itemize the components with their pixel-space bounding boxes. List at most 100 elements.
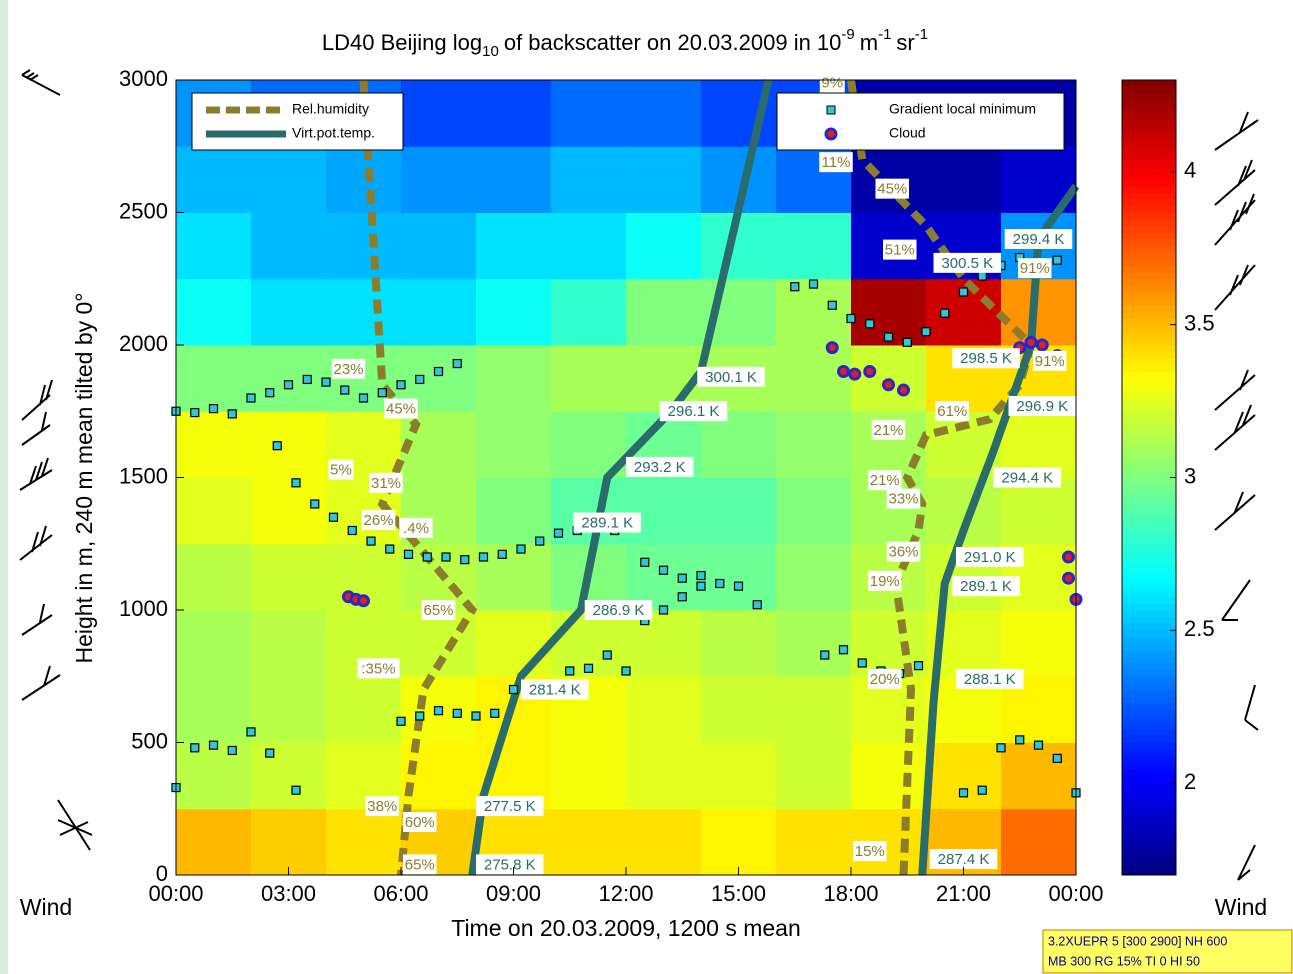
layer-point: [716, 580, 724, 588]
colorbar-step: [1122, 597, 1176, 604]
colorbar-step: [1122, 279, 1176, 286]
layer-point: [292, 479, 300, 487]
annotation-label: 289.1 K: [960, 578, 1012, 595]
colorbar-step: [1122, 584, 1176, 591]
layer-point: [266, 749, 274, 757]
layer-point: [915, 662, 923, 670]
colorbar-step: [1122, 213, 1176, 220]
layer-point: [810, 280, 818, 288]
colorbar-step: [1122, 716, 1176, 723]
colorbar-step: [1122, 656, 1176, 663]
colorbar-tick-label: 2: [1184, 769, 1196, 794]
annotation: 19%: [868, 571, 902, 591]
info-text: 3.2XUEPR 5 [300 2900] NH 600: [1048, 934, 1227, 948]
heat-cell: [776, 544, 852, 611]
colorbar-step: [1122, 372, 1176, 379]
colorbar-step: [1122, 809, 1176, 816]
annotation: 300.1 K: [697, 367, 765, 387]
y-tick-label: 3000: [119, 66, 168, 91]
layer-point: [791, 283, 799, 291]
heat-cell: [551, 743, 627, 810]
colorbar-step: [1122, 431, 1176, 438]
annotation-label: 294.4 K: [1001, 469, 1053, 486]
legend-swatch: [826, 129, 836, 139]
colorbar-step: [1122, 663, 1176, 670]
annotation-label: 23%: [333, 361, 363, 378]
layer-point: [228, 410, 236, 418]
colorbar-step: [1122, 623, 1176, 630]
annotation: 45%: [876, 179, 910, 199]
layer-point: [341, 386, 349, 394]
heat-cell: [476, 411, 552, 478]
colorbar-step: [1122, 153, 1176, 160]
heat-cell: [251, 610, 327, 677]
cloud-point: [884, 380, 894, 390]
colorbar-step: [1122, 729, 1176, 736]
heat-cell: [776, 743, 852, 810]
heat-cell: [326, 676, 402, 743]
colorbar-step: [1122, 199, 1176, 206]
colorbar-step: [1122, 643, 1176, 650]
colorbar-step: [1122, 497, 1176, 504]
annotation: 287.4 K: [930, 849, 998, 869]
heat-cell: [701, 478, 777, 545]
layer-point: [348, 527, 356, 535]
colorbar-step: [1122, 358, 1176, 365]
annotation-label: 298.5 K: [960, 350, 1012, 367]
colorbar-tick-label: 4: [1184, 158, 1196, 183]
annotation-label: 91%: [1035, 353, 1065, 370]
annotation-label: 38%: [367, 798, 397, 815]
layer-point: [1035, 741, 1043, 749]
annotation-label: 288.1 K: [964, 671, 1016, 688]
layer-point: [498, 550, 506, 558]
colorbar-step: [1122, 451, 1176, 458]
annotation: 293.2 K: [626, 457, 694, 477]
annotation: 31%: [369, 473, 403, 493]
colorbar-step: [1122, 193, 1176, 200]
heat-cell: [251, 345, 327, 412]
x-tick-label: 18:00: [823, 881, 878, 906]
heat-cell: [476, 279, 552, 346]
heat-cell: [776, 213, 852, 280]
heat-cell: [851, 743, 927, 810]
annotation-label: 299.4 K: [1013, 231, 1065, 248]
annotation: 299.4 K: [1005, 229, 1073, 249]
annotation: 21%: [872, 420, 906, 440]
layer-point: [453, 709, 461, 717]
layer-point: [210, 405, 218, 413]
layer-point: [491, 709, 499, 717]
info-text: MB 300 RG 15% TI 0 HI 50: [1048, 954, 1200, 968]
annotation-label: 11%: [822, 154, 851, 171]
layer-point: [378, 389, 386, 397]
annotation-label: 5%: [330, 462, 352, 479]
colorbar-step: [1122, 537, 1176, 544]
heat-cell: [251, 213, 327, 280]
title-part: sr: [896, 30, 914, 55]
layer-point: [247, 394, 255, 402]
layer-point: [678, 593, 686, 601]
x-tick-label: 09:00: [486, 881, 541, 906]
annotation: 65%: [422, 600, 456, 620]
colorbar-step: [1122, 391, 1176, 398]
heat-cell: [251, 146, 327, 213]
colorbar-step: [1122, 285, 1176, 292]
layer-point: [536, 537, 544, 545]
layer-point: [978, 786, 986, 794]
heat-cell: [626, 80, 702, 147]
title-part: LD40 Beijing log: [322, 30, 482, 55]
layer-point: [191, 744, 199, 752]
annotation-label: 296.1 K: [668, 403, 720, 420]
colorbar-step: [1122, 855, 1176, 862]
colorbar-step: [1122, 484, 1176, 491]
annotation-label: 61%: [937, 403, 967, 420]
y-tick-label: 2000: [119, 331, 168, 356]
colorbar-step: [1122, 438, 1176, 445]
legend-swatch: [827, 106, 835, 114]
annotation-label: 20%: [870, 671, 900, 688]
layer-point: [517, 545, 525, 553]
colorbar-step: [1122, 630, 1176, 637]
colorbar-step: [1122, 550, 1176, 557]
title-part: 10: [482, 43, 499, 60]
heat-cell: [401, 743, 477, 810]
annotation: 26%: [362, 510, 396, 530]
